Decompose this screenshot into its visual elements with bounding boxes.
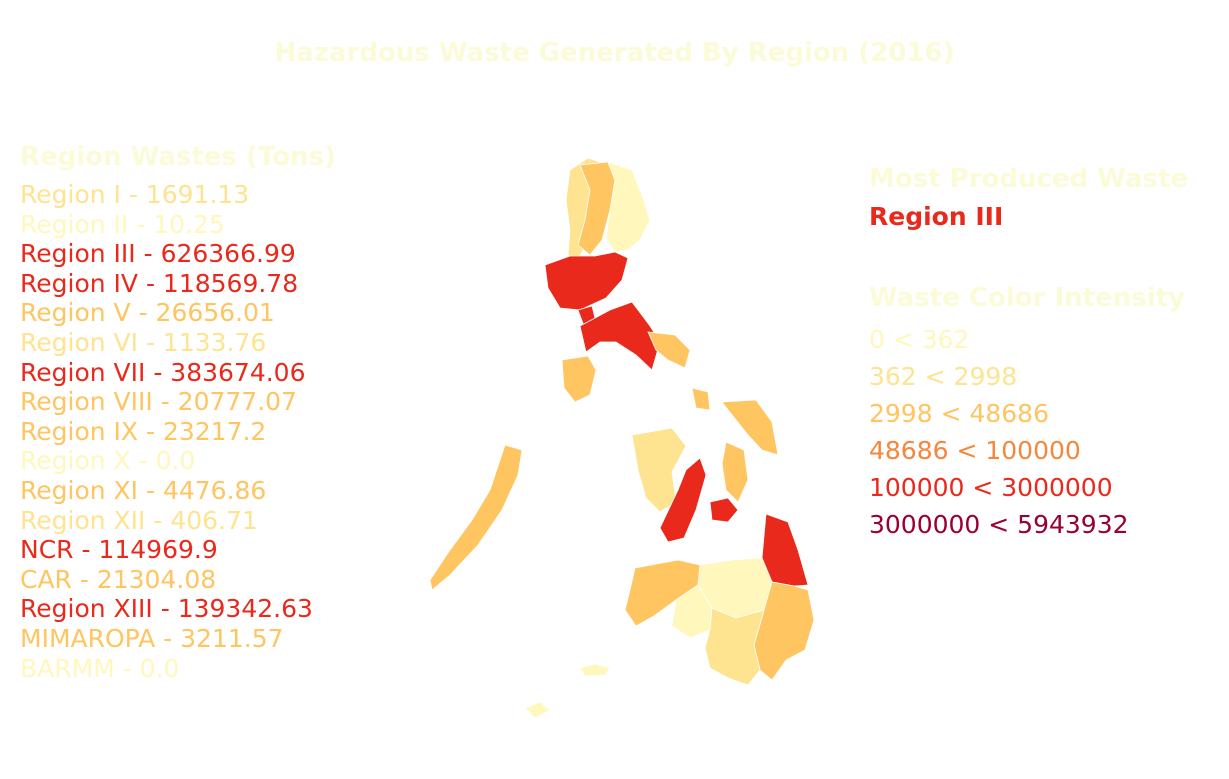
region-row-17: BARMM - 0.0 [20,653,180,683]
intensity-legend: Waste Color Intensity 0 < 362 362 < 2998… [869,283,1229,543]
region-row-3: Region III - 626366.99 [20,239,296,269]
map-region-ix [624,559,701,627]
region-row-11: Region XI - 4476.86 [20,475,267,505]
region-row-1: Region I - 1691.13 [20,180,250,209]
region-row-4: Region IV - 118569.78 [20,268,299,298]
intensity-bin-5: 100000 < 3000000 [869,473,1113,502]
map-region-iii [544,251,629,311]
most-produced-heading: Most Produced Waste [869,164,1189,194]
region-row-15: Region XIII - 139342.63 [20,594,313,624]
intensity-heading: Waste Color Intensity [869,283,1185,313]
region-row-10: Region X - 0.0 [20,446,196,476]
region-list: Region I - 1691.13 Region II - 10.25 Reg… [20,180,336,683]
most-produced-value: Region III [869,202,1004,231]
intensity-bin-1: 0 < 362 [869,325,970,354]
intensity-bin-3: 2998 < 48686 [869,399,1049,428]
region-legend: Region Wastes (Tons) Region I - 1691.13 … [20,142,336,683]
map-title: Hazardous Waste Generated By Region (201… [274,38,955,68]
intensity-bin-2: 362 < 2998 [869,362,1018,391]
region-row-14: CAR - 21304.08 [20,564,217,594]
region-legend-heading: Region Wastes (Tons) [20,142,336,172]
map-region-barmm [524,584,713,719]
region-row-2: Region II - 10.25 [20,209,225,239]
map-region-iv [579,301,661,371]
region-row-5: Region V - 26656.01 [20,298,275,328]
intensity-bin-6: 3000000 < 5943932 [869,510,1129,539]
info-panel: Most Produced Waste Region III Waste Col… [869,164,1229,543]
region-row-8: Region VIII - 20777.07 [20,387,297,417]
region-row-9: Region IX - 23217.2 [20,416,267,446]
map-region-viii [721,399,779,503]
region-row-6: Region VI - 1133.76 [20,327,267,357]
map-region-mimaropa [429,355,597,591]
map-region-ii [605,161,651,253]
region-row-7: Region VII - 383674.06 [20,357,306,387]
map-region-xii [704,607,765,686]
philippines-map [429,157,815,719]
region-row-13: NCR - 114969.9 [20,535,218,565]
region-row-16: MIMAROPA - 3211.57 [20,623,284,653]
map-region-vii [659,457,739,543]
map-region-v [647,331,711,411]
intensity-scale: 0 < 362 362 < 2998 2998 < 48686 48686 < … [869,321,1229,543]
region-row-12: Region XII - 406.71 [20,505,258,535]
intensity-bin-4: 48686 < 100000 [869,436,1081,465]
